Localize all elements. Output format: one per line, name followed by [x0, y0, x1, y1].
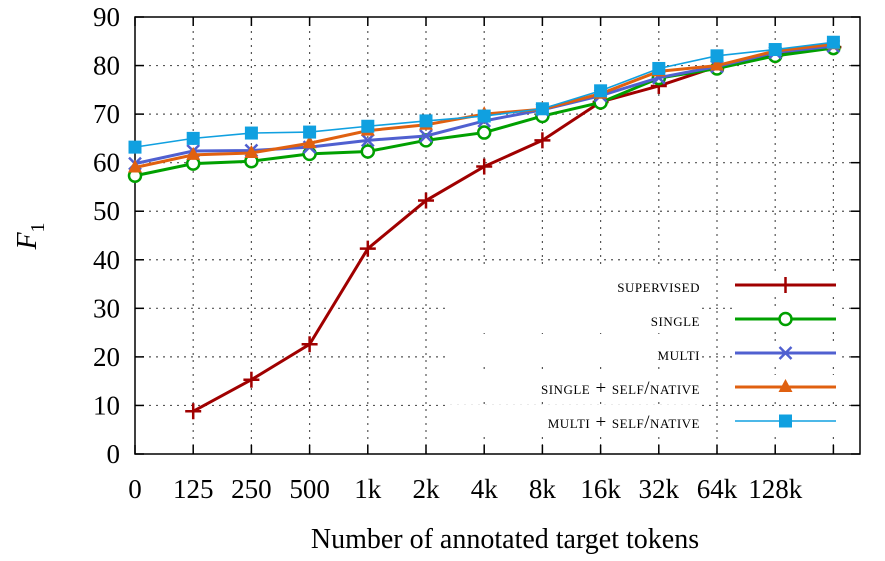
data-point-plus: [301, 336, 318, 353]
y-axis-label-subscript: 1: [27, 222, 49, 232]
data-point-square: [779, 414, 792, 428]
data-point-square: [535, 102, 549, 116]
data-point-plus: [359, 240, 376, 257]
y-axis-label: F1: [12, 222, 49, 250]
data-point-plus: [777, 277, 794, 293]
data-point-triangle: [128, 159, 142, 173]
marker-stroke: [360, 133, 375, 148]
marker-stroke: [778, 346, 793, 360]
y-tick-label: 20: [93, 342, 120, 372]
data-point-square: [826, 35, 840, 49]
x-tick-label: 4k: [471, 474, 499, 504]
x-tick-label: 500: [289, 474, 330, 504]
y-axis-label-main: F: [12, 232, 43, 251]
plot-frame: [134, 16, 861, 455]
data-point-square: [186, 131, 200, 145]
data-point-square: [361, 119, 375, 133]
legend-item: single + self/native: [450, 371, 838, 401]
data-point-circle: [476, 125, 492, 140]
x-tick-label: 0: [128, 474, 142, 504]
legend: supervised single multi single + self/nativ…: [450, 269, 838, 435]
data-point-square: [652, 61, 666, 75]
series-group: [127, 35, 842, 420]
data-point-triangle: [302, 135, 317, 149]
data-point-triangle: [244, 144, 259, 158]
x-tick-label: 125: [173, 474, 214, 504]
data-point-cross: [419, 129, 433, 143]
legend-label-background: [450, 303, 702, 333]
series-line: [134, 42, 834, 169]
data-point-square: [594, 84, 608, 98]
legend-label-background: [450, 405, 702, 435]
data-point-circle: [360, 144, 376, 159]
data-point-plus: [243, 371, 260, 388]
legend-label-background: [450, 371, 702, 401]
y-tick-label: 0: [107, 439, 121, 469]
x-tick-label: 64k: [697, 474, 738, 504]
x-tick-label: 32k: [639, 474, 680, 504]
data-point-triangle: [186, 146, 201, 160]
y-tick-label: 50: [93, 196, 120, 226]
marker-stroke: [419, 129, 433, 143]
data-point-plus: [185, 403, 202, 420]
legend-label: supervised: [617, 276, 700, 297]
x-tick-label: 8k: [529, 474, 557, 504]
legend-item: multi + self/native: [450, 405, 838, 435]
data-point-square: [303, 125, 317, 139]
x-axis: 0 125 250 500 1k 2k 4k 8k 16k 32k 64k 128k: [128, 17, 835, 504]
x-tick-label: 1k: [354, 474, 382, 504]
y-tick-label: 80: [93, 51, 120, 81]
data-point-circle: [778, 311, 793, 327]
y-tick-label: 40: [93, 245, 120, 275]
data-point-square: [128, 140, 142, 154]
data-point-triangle: [778, 379, 793, 392]
x-axis-label: Number of annotated target tokens: [311, 524, 699, 555]
legend-item: supervised: [450, 269, 838, 299]
x-tick-label: 250: [231, 474, 272, 504]
series-multi-self-native: [128, 35, 840, 154]
data-point-triangle: [710, 57, 724, 71]
legend-label: single: [651, 310, 700, 331]
y-tick-label: 10: [93, 390, 120, 420]
data-point-square: [419, 114, 433, 128]
x-tick-label: 128k: [748, 474, 803, 504]
data-point-cross: [778, 346, 793, 360]
data-point-plus: [418, 192, 434, 209]
legend-label: multi + self/native: [548, 412, 700, 433]
legend-label: multi: [658, 344, 700, 365]
series-single-self-native: [128, 36, 841, 173]
data-point-square: [477, 109, 491, 123]
y-tick-label: 70: [93, 99, 120, 129]
data-point-square: [710, 49, 724, 63]
legend-label: single + self/native: [541, 378, 700, 399]
legend-item: single: [450, 303, 838, 333]
legend-label-background: [450, 269, 702, 299]
y-axis: 0 10 20 30 40 50 60 70 80 90: [93, 2, 860, 469]
data-point-plus: [476, 158, 493, 175]
data-point-square: [768, 43, 782, 57]
y-tick-label: 30: [93, 293, 120, 323]
data-point-cross: [360, 133, 375, 148]
x-tick-label: 16k: [580, 474, 621, 504]
legend-label-background: [450, 337, 702, 367]
data-point-square: [244, 126, 258, 140]
x-tick-label: 2k: [413, 474, 441, 504]
data-point-plus: [534, 132, 551, 149]
y-tick-label: 60: [93, 148, 120, 178]
legend-item: multi: [450, 337, 838, 367]
y-tick-label: 90: [93, 2, 120, 32]
